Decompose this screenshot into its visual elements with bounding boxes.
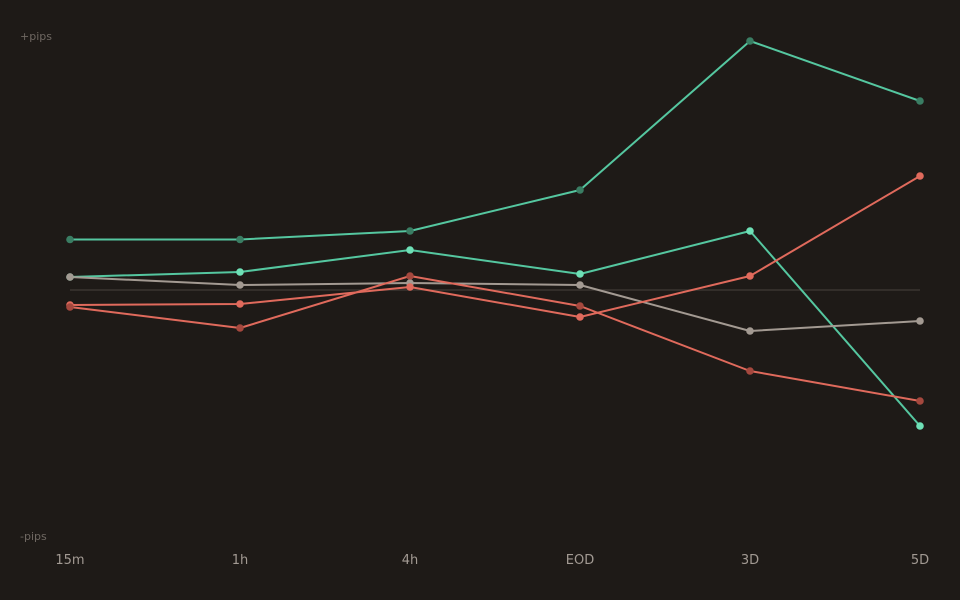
series-3-point[interactable] [746,327,754,335]
series-4-point[interactable] [576,313,584,321]
series-1-point[interactable] [916,97,924,105]
series-1-point[interactable] [576,186,584,194]
series-line-4 [69,175,921,318]
series-5-point[interactable] [916,397,924,405]
series-5-point[interactable] [236,324,244,332]
series-1-point[interactable] [746,37,754,45]
series-1-point[interactable] [66,235,74,244]
x-tick-label: EOD [566,553,594,568]
series-line-5 [69,275,921,402]
series-4-point[interactable] [406,283,414,291]
series-1-point[interactable] [236,235,244,244]
series-3-point[interactable] [66,273,74,281]
series-5-point[interactable] [746,367,754,375]
series-2-point[interactable] [406,246,414,254]
series-5-point[interactable] [66,303,74,311]
y-axis-bottom-label: -pips [20,530,47,543]
x-tick-label: 5D [911,553,929,568]
series-3-point[interactable] [916,317,924,325]
y-axis-top-label: +pips [20,30,52,43]
series-line-2 [69,230,921,427]
series-4-point[interactable] [746,272,754,280]
x-tick-label: 4h [402,553,419,568]
series-1-point[interactable] [406,227,414,235]
x-tick-label: 3D [741,553,759,568]
series-2-point[interactable] [916,422,924,430]
series-2-point[interactable] [236,268,244,276]
series-5-point[interactable] [576,302,584,310]
series-2-point[interactable] [576,270,584,278]
series-3-point[interactable] [236,281,244,289]
series-4-point[interactable] [916,172,924,180]
series-line-1 [70,40,921,241]
x-tick-label: 15m [55,553,84,568]
series-line-3 [69,276,921,332]
series-5-point[interactable] [406,272,414,280]
x-tick-label: 1h [232,553,249,568]
series-2-point[interactable] [746,227,754,235]
series-4-point[interactable] [236,300,244,308]
series-3-point[interactable] [576,281,584,289]
